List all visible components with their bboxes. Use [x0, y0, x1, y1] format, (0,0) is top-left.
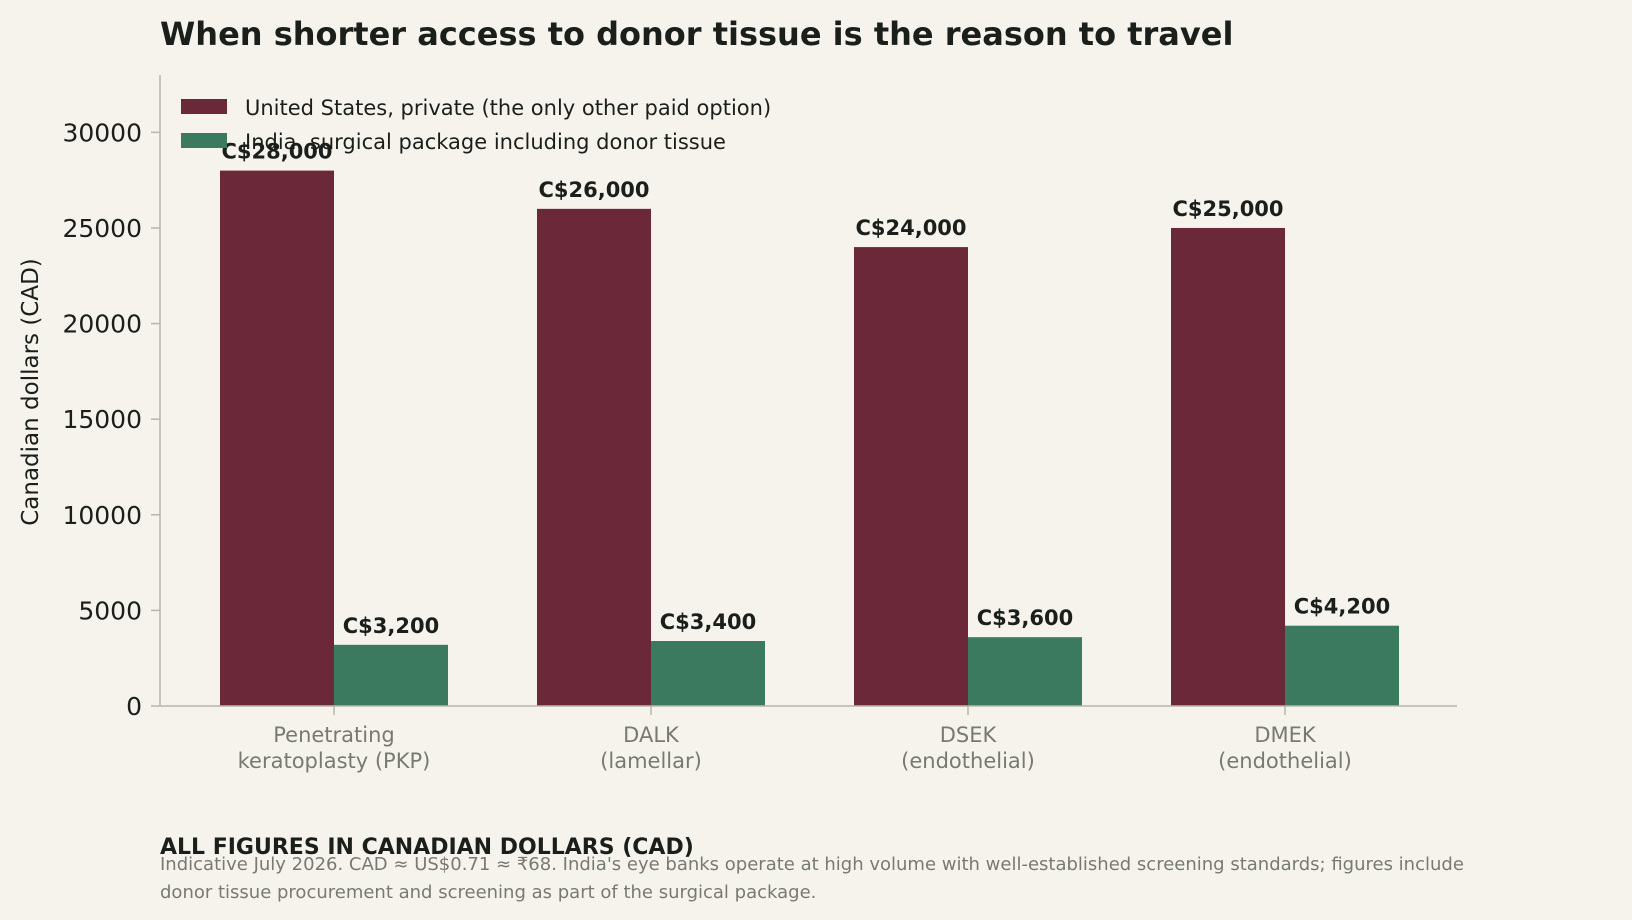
- legend-swatch-india: [181, 133, 227, 148]
- legend-label-india: India, surgical package including donor …: [245, 130, 726, 154]
- x-tick-label: DSEK (endothelial): [901, 723, 1035, 773]
- data-label: C$3,400: [660, 610, 756, 634]
- bars: [220, 170, 1399, 706]
- data-label: C$26,000: [538, 178, 649, 202]
- y-axis-label: Canadian dollars (CAD): [18, 258, 44, 526]
- y-tick-label: 25000: [62, 214, 142, 243]
- y-tick-label: 20000: [62, 310, 142, 339]
- bar-india-package: [334, 644, 448, 706]
- bar-us-private: [537, 208, 651, 706]
- x-axis-ticks: Penetrating keratoplasty (PKP) DALK (lamell…: [238, 706, 1352, 773]
- y-tick-label: 0: [126, 692, 142, 721]
- bar-us-private: [1171, 227, 1285, 706]
- footnote-line-1: Indicative July 2026. CAD ≈ US$0.71 ≈ ₹6…: [160, 854, 1464, 875]
- data-labels: C$28,000 C$3,200 C$26,000 C$3,400 C$24,000 C$…: [221, 140, 1390, 638]
- bar-india-package: [651, 640, 765, 706]
- footnote-line-2: donor tissue procurement and screening a…: [160, 882, 816, 903]
- data-label: C$3,200: [343, 614, 439, 638]
- x-tick-label: DALK (lamellar): [600, 723, 702, 773]
- legend-label-us: United States, private (the only other p…: [245, 96, 771, 120]
- chart-title: When shorter access to donor tissue is t…: [160, 15, 1233, 53]
- data-label: C$28,000: [221, 140, 332, 164]
- data-label: C$4,200: [1294, 595, 1390, 619]
- y-tick-label: 15000: [62, 405, 142, 434]
- bar-india-package: [968, 637, 1082, 706]
- y-axis-ticks: 0 5000 10000 15000 20000 25000 30000: [62, 118, 160, 721]
- data-label: C$25,000: [1172, 197, 1283, 221]
- y-tick-label: 5000: [78, 596, 142, 625]
- data-label: C$3,600: [977, 606, 1073, 630]
- bar-us-private: [854, 247, 968, 706]
- footnote: ALL FIGURES IN CANADIAN DOLLARS (CAD) In…: [160, 835, 1464, 903]
- legend-swatch-us: [181, 99, 227, 114]
- y-tick-label: 30000: [62, 118, 142, 147]
- footnote-heading: ALL FIGURES IN CANADIAN DOLLARS (CAD): [160, 835, 694, 860]
- data-label: C$24,000: [855, 216, 966, 240]
- bar-india-package: [1285, 625, 1399, 706]
- y-tick-label: 10000: [62, 501, 142, 530]
- x-tick-label: Penetrating keratoplasty (PKP): [238, 723, 431, 773]
- legend: United States, private (the only other p…: [181, 96, 771, 154]
- bar-us-private: [220, 170, 334, 706]
- x-tick-label: DMEK (endothelial): [1218, 723, 1352, 773]
